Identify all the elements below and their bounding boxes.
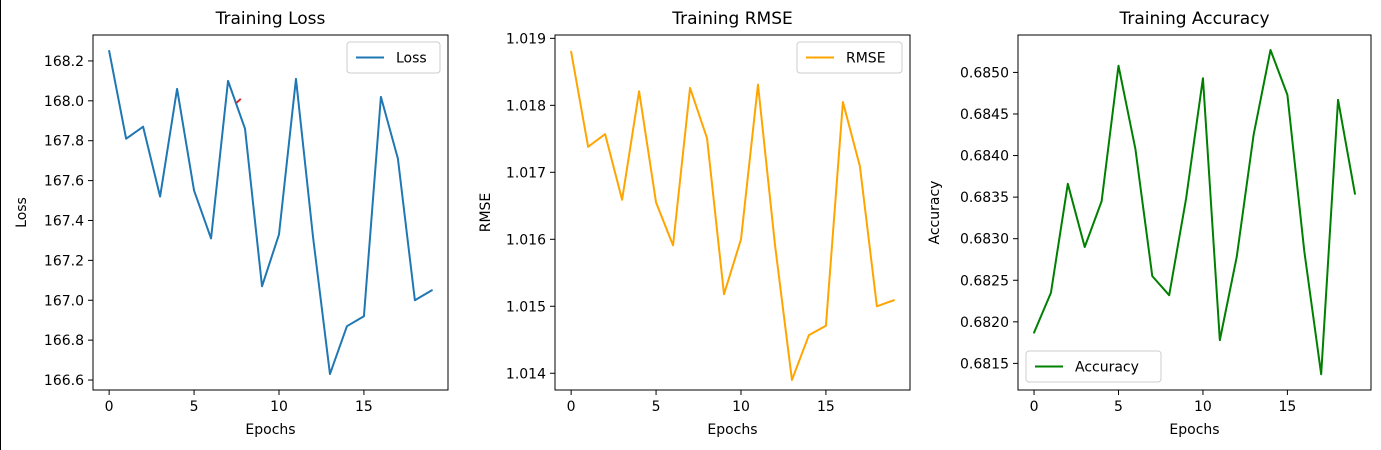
- figure-left-border: [0, 0, 1, 450]
- y-tick-label: 0.6845: [960, 107, 1009, 123]
- loss-x-axis-label: Epochs: [245, 422, 295, 438]
- x-tick-label: 0: [1030, 399, 1039, 415]
- loss-y-axis-label: Loss: [14, 197, 30, 228]
- loss-series-line: [108, 49, 433, 376]
- y-tick-label: 1.018: [506, 98, 546, 114]
- x-tick-label: 15: [817, 399, 835, 415]
- x-tick-label: 10: [1194, 399, 1212, 415]
- accuracy-chart-title: Training Accuracy: [1118, 9, 1269, 29]
- x-tick-label: 5: [1114, 399, 1123, 415]
- y-tick-label: 1.015: [506, 299, 546, 315]
- y-tick-label: 0.6850: [960, 65, 1009, 81]
- legend-label: Loss: [396, 51, 427, 67]
- y-tick-label: 167.0: [44, 293, 84, 309]
- y-tick-label: 167.4: [44, 213, 84, 229]
- x-tick-label: 5: [190, 399, 199, 415]
- y-tick-label: 0.6820: [960, 315, 1009, 331]
- y-tick-label: 1.017: [506, 165, 546, 181]
- y-tick-label: 1.019: [506, 31, 546, 47]
- legend-box: [796, 41, 903, 74]
- accuracy-plot-frame: [1017, 34, 1372, 391]
- x-tick-label: 0: [567, 399, 576, 415]
- x-tick-label: 0: [105, 399, 114, 415]
- y-tick-label: 0.6815: [960, 356, 1009, 372]
- y-tick-label: 167.2: [44, 253, 84, 269]
- legend-label: RMSE: [846, 51, 886, 67]
- rmse-chart-title: Training RMSE: [671, 9, 793, 29]
- red-annotation-mark: [235, 98, 242, 104]
- loss-legend: Loss: [346, 41, 441, 74]
- accuracy-series-line: [1033, 48, 1356, 376]
- y-tick-label: 0.6830: [960, 232, 1009, 248]
- accuracy-x-axis-label: Epochs: [1169, 422, 1219, 438]
- legend-box: [346, 41, 441, 74]
- rmse-chart-panel: 0 5 10 15 1.014 1.015 1.016 1.017 1.018 1.019 Trai…: [478, 9, 911, 438]
- loss-chart-title: Training Loss: [215, 9, 326, 29]
- y-tick-label: 0.6835: [960, 190, 1009, 206]
- rmse-legend: RMSE: [796, 41, 903, 74]
- y-tick-label: 166.6: [44, 373, 84, 389]
- x-tick-label: 10: [732, 399, 750, 415]
- x-tick-label: 15: [1278, 399, 1296, 415]
- loss-chart-panel: 0 5 10 15 166.6 166.8 167.0 167.2 167.4 167.6 167.…: [14, 9, 449, 438]
- x-tick-label: 10: [270, 399, 288, 415]
- x-tick-label: 15: [355, 399, 373, 415]
- y-tick-label: 1.014: [506, 366, 546, 382]
- accuracy-y-axis-label: Accuracy: [927, 181, 943, 245]
- y-tick-label: 166.8: [44, 333, 84, 349]
- rmse-x-axis-label: Epochs: [707, 422, 757, 438]
- accuracy-chart-panel: 0 5 10 15 0.6815 0.6820 0.6825 0.6830 0.6835 0.68…: [927, 9, 1372, 438]
- loss-plot-frame: [92, 34, 449, 391]
- y-tick-label: 1.016: [506, 232, 546, 248]
- legend-label: Accuracy: [1075, 360, 1139, 376]
- y-tick-label: 167.8: [44, 134, 84, 150]
- rmse-series-line: [570, 50, 895, 381]
- accuracy-legend: Accuracy: [1025, 350, 1162, 383]
- y-tick-label: 0.6840: [960, 149, 1009, 165]
- legend-box: [1025, 350, 1162, 383]
- rmse-y-axis-label: RMSE: [478, 193, 494, 233]
- rmse-plot-frame: [554, 34, 911, 391]
- y-tick-label: 0.6825: [960, 273, 1009, 289]
- y-tick-label: 168.0: [44, 94, 84, 110]
- y-tick-label: 167.6: [44, 174, 84, 190]
- y-tick-label: 168.2: [44, 54, 84, 70]
- x-tick-label: 5: [652, 399, 661, 415]
